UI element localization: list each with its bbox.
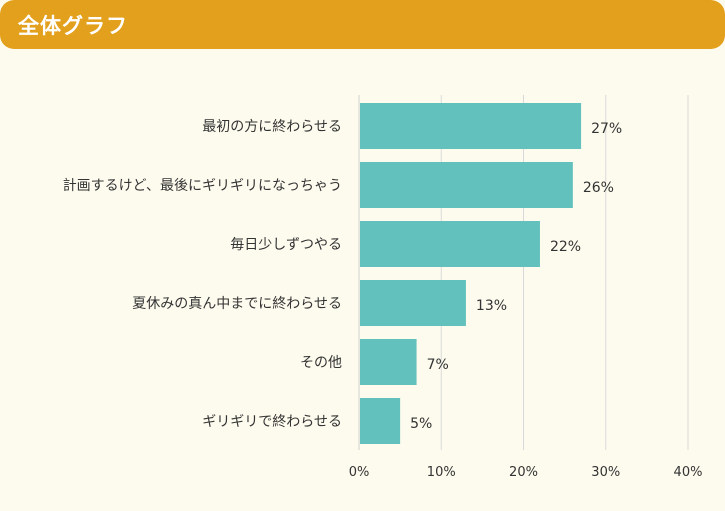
x-tick-label: 30%: [591, 465, 620, 480]
value-label: 7%: [427, 357, 449, 373]
category-label: 最初の方に終わらせる: [202, 118, 342, 135]
value-label: 5%: [410, 416, 432, 432]
chart-title: 全体グラフ: [18, 14, 128, 38]
value-label: 13%: [476, 298, 507, 314]
value-label: 27%: [591, 121, 622, 137]
category-label: 毎日少しずつやる: [230, 237, 342, 253]
bar: [360, 398, 401, 444]
x-tick-label: 0%: [349, 465, 370, 480]
header-bar: 全体グラフ: [0, 0, 725, 49]
bar: [360, 280, 466, 326]
bar: [360, 103, 582, 149]
category-label: ギリギリで終わらせる: [202, 414, 342, 430]
category-label: その他: [300, 355, 342, 371]
x-tick-label: 10%: [427, 465, 456, 480]
value-label: 22%: [550, 239, 581, 255]
category-label: 計画するけど、最後にギリギリになっちゃう: [63, 178, 342, 194]
value-label: 26%: [583, 180, 614, 196]
category-label: 夏休みの真ん中までに終わらせる: [132, 296, 342, 312]
x-tick-label: 20%: [509, 465, 538, 480]
bar: [360, 162, 573, 208]
bar: [360, 339, 417, 385]
x-tick-label: 40%: [674, 465, 703, 480]
bar: [360, 221, 540, 267]
